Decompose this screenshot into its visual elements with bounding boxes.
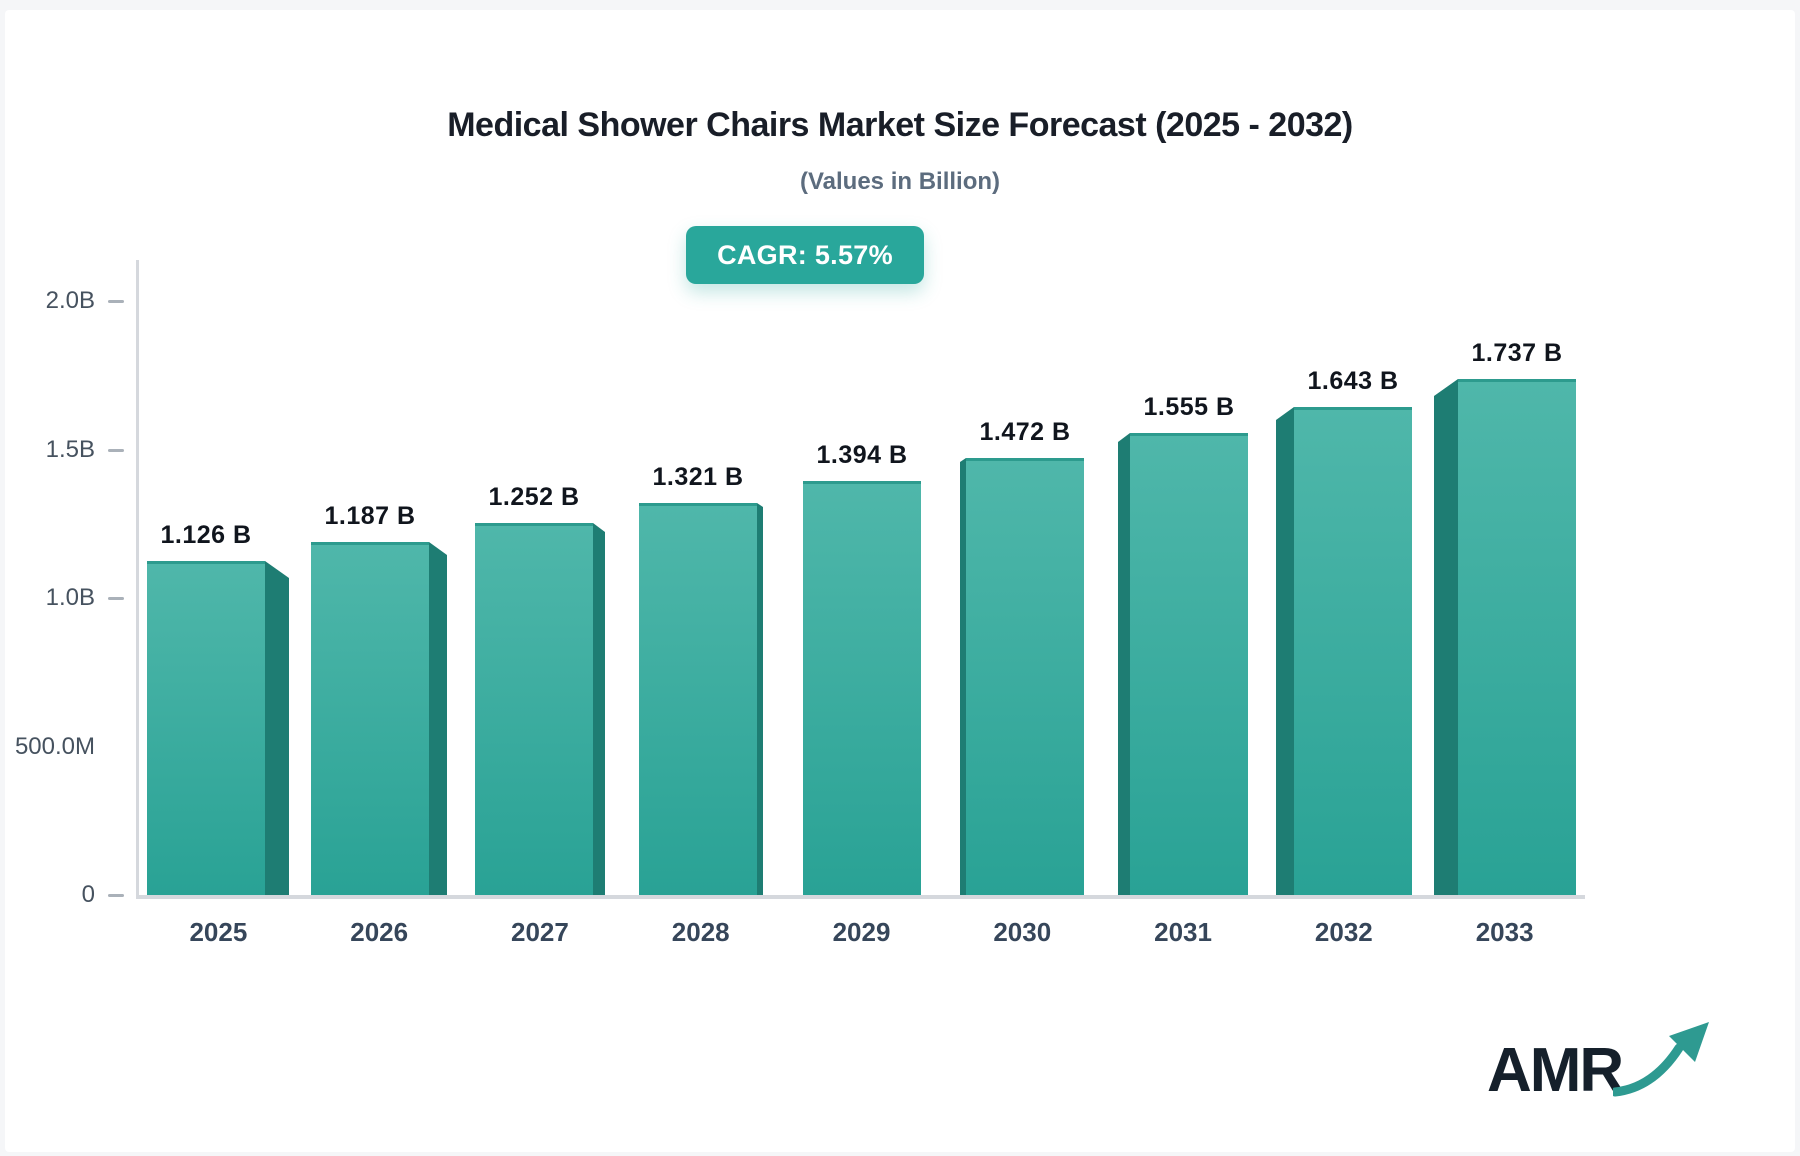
- bar-2026[interactable]: [311, 542, 429, 895]
- bar-side-2026: [429, 542, 447, 895]
- bar-side-2030: [960, 458, 966, 895]
- x-axis-label: 2025: [189, 917, 248, 947]
- bar-side-2028: [757, 503, 763, 895]
- y-axis-tick: [108, 597, 124, 600]
- chart-card: Medical Shower Chairs Market Size Foreca…: [5, 10, 1795, 1152]
- y-axis-tick: [108, 448, 124, 452]
- bar-value-label: 1.737 B: [1471, 339, 1563, 367]
- y-axis-line: [136, 260, 139, 899]
- bar-side-2033: [1434, 379, 1458, 895]
- bar-value-label: 1.126 B: [160, 521, 252, 549]
- bar-value-label: 1.187 B: [324, 502, 416, 530]
- x-axis-label: 2033: [1475, 917, 1534, 947]
- y-axis-label: 1.5B: [45, 435, 95, 463]
- x-axis-label: 2028: [671, 917, 730, 947]
- growth-arrow-icon: [1613, 1022, 1709, 1097]
- bar-value-label: 1.643 B: [1307, 367, 1399, 395]
- bar-side-2031: [1118, 433, 1130, 895]
- bar-2030[interactable]: [966, 458, 1084, 895]
- bar-value-label: 1.394 B: [816, 441, 908, 469]
- y-axis-label: 2.0B: [45, 287, 95, 314]
- x-axis-label: 2026: [350, 917, 409, 947]
- chart-subtitle: (Values in Billion): [799, 168, 1001, 195]
- bar-side-2032: [1276, 407, 1294, 895]
- y-axis-label: 0: [81, 881, 95, 908]
- amr-logo: AMR: [1487, 1022, 1717, 1112]
- x-axis-label: 2032: [1314, 917, 1373, 947]
- bar-value-label: 1.321 B: [652, 463, 744, 491]
- bar-value-label: 1.252 B: [488, 483, 580, 511]
- y-axis-tick: [108, 300, 124, 303]
- bar-side-2027: [593, 523, 605, 895]
- bar-2032[interactable]: [1294, 407, 1412, 895]
- bar-value-label: 1.472 B: [979, 418, 1071, 446]
- cagr-badge: CAGR: 5.57%: [686, 226, 924, 284]
- y-axis-label: 1.0B: [45, 584, 95, 611]
- bar-side-2025: [265, 561, 289, 895]
- cagr-badge-label: CAGR: 5.57%: [717, 239, 893, 270]
- bar-value-label: 1.555 B: [1143, 393, 1235, 421]
- x-axis-label: 2027: [511, 917, 569, 947]
- y-axis-tick: [108, 894, 124, 897]
- bar-2028[interactable]: [639, 503, 757, 895]
- y-axis-label: 500.0M: [14, 732, 95, 760]
- amr-logo-text: AMR: [1487, 1036, 1624, 1105]
- bar-2031[interactable]: [1130, 433, 1248, 895]
- chart-title: Medical Shower Chairs Market Size Foreca…: [447, 106, 1353, 144]
- x-axis-line: [138, 895, 1585, 899]
- bar-2027[interactable]: [475, 523, 593, 895]
- bar-2025[interactable]: [147, 561, 265, 895]
- x-axis-label: 2030: [993, 917, 1052, 947]
- bar-2029[interactable]: [803, 481, 921, 895]
- x-axis-label: 2029: [832, 917, 891, 947]
- bar-2033[interactable]: [1458, 379, 1576, 895]
- x-axis-label: 2031: [1154, 917, 1212, 947]
